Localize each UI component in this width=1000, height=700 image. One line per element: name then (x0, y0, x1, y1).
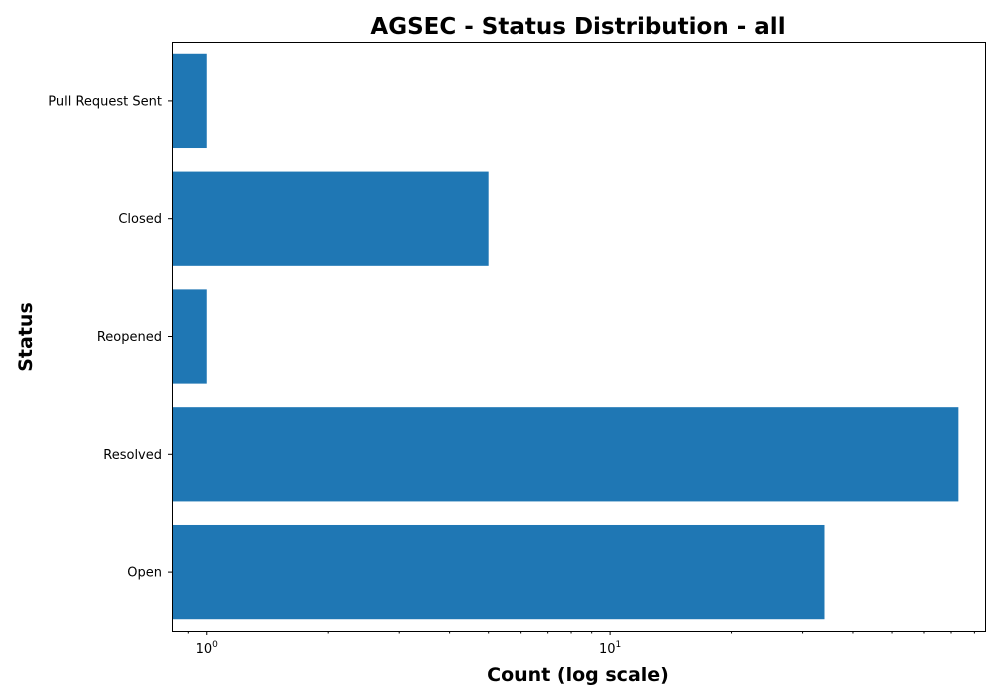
y-tick-label-resolved: Resolved (103, 448, 162, 463)
y-tick-label-pull-request-sent: Pull Request Sent (48, 94, 162, 109)
bar-reopened (172, 289, 207, 384)
bar-pull-request-sent (172, 53, 207, 149)
bar-open (172, 524, 825, 620)
bar-resolved (172, 407, 959, 502)
chart-title: AGSEC - Status Distribution - all (370, 14, 785, 40)
y-tick-label-reopened: Reopened (97, 330, 162, 345)
x-axis: 100 101 (187, 631, 975, 657)
x-axis-label: Count (log scale) (487, 664, 669, 686)
bars-group (172, 53, 959, 620)
y-axis: Open Resolved Reopened Closed Pull Request S… (48, 94, 172, 581)
x-tick-label: 100 (196, 640, 219, 657)
y-tick-label-open: Open (127, 566, 162, 581)
x-tick-label: 101 (599, 640, 621, 657)
y-axis-label: Status (15, 302, 37, 372)
plot-frame (172, 42, 986, 632)
bar-closed (172, 171, 489, 266)
y-tick-label-closed: Closed (118, 212, 162, 227)
